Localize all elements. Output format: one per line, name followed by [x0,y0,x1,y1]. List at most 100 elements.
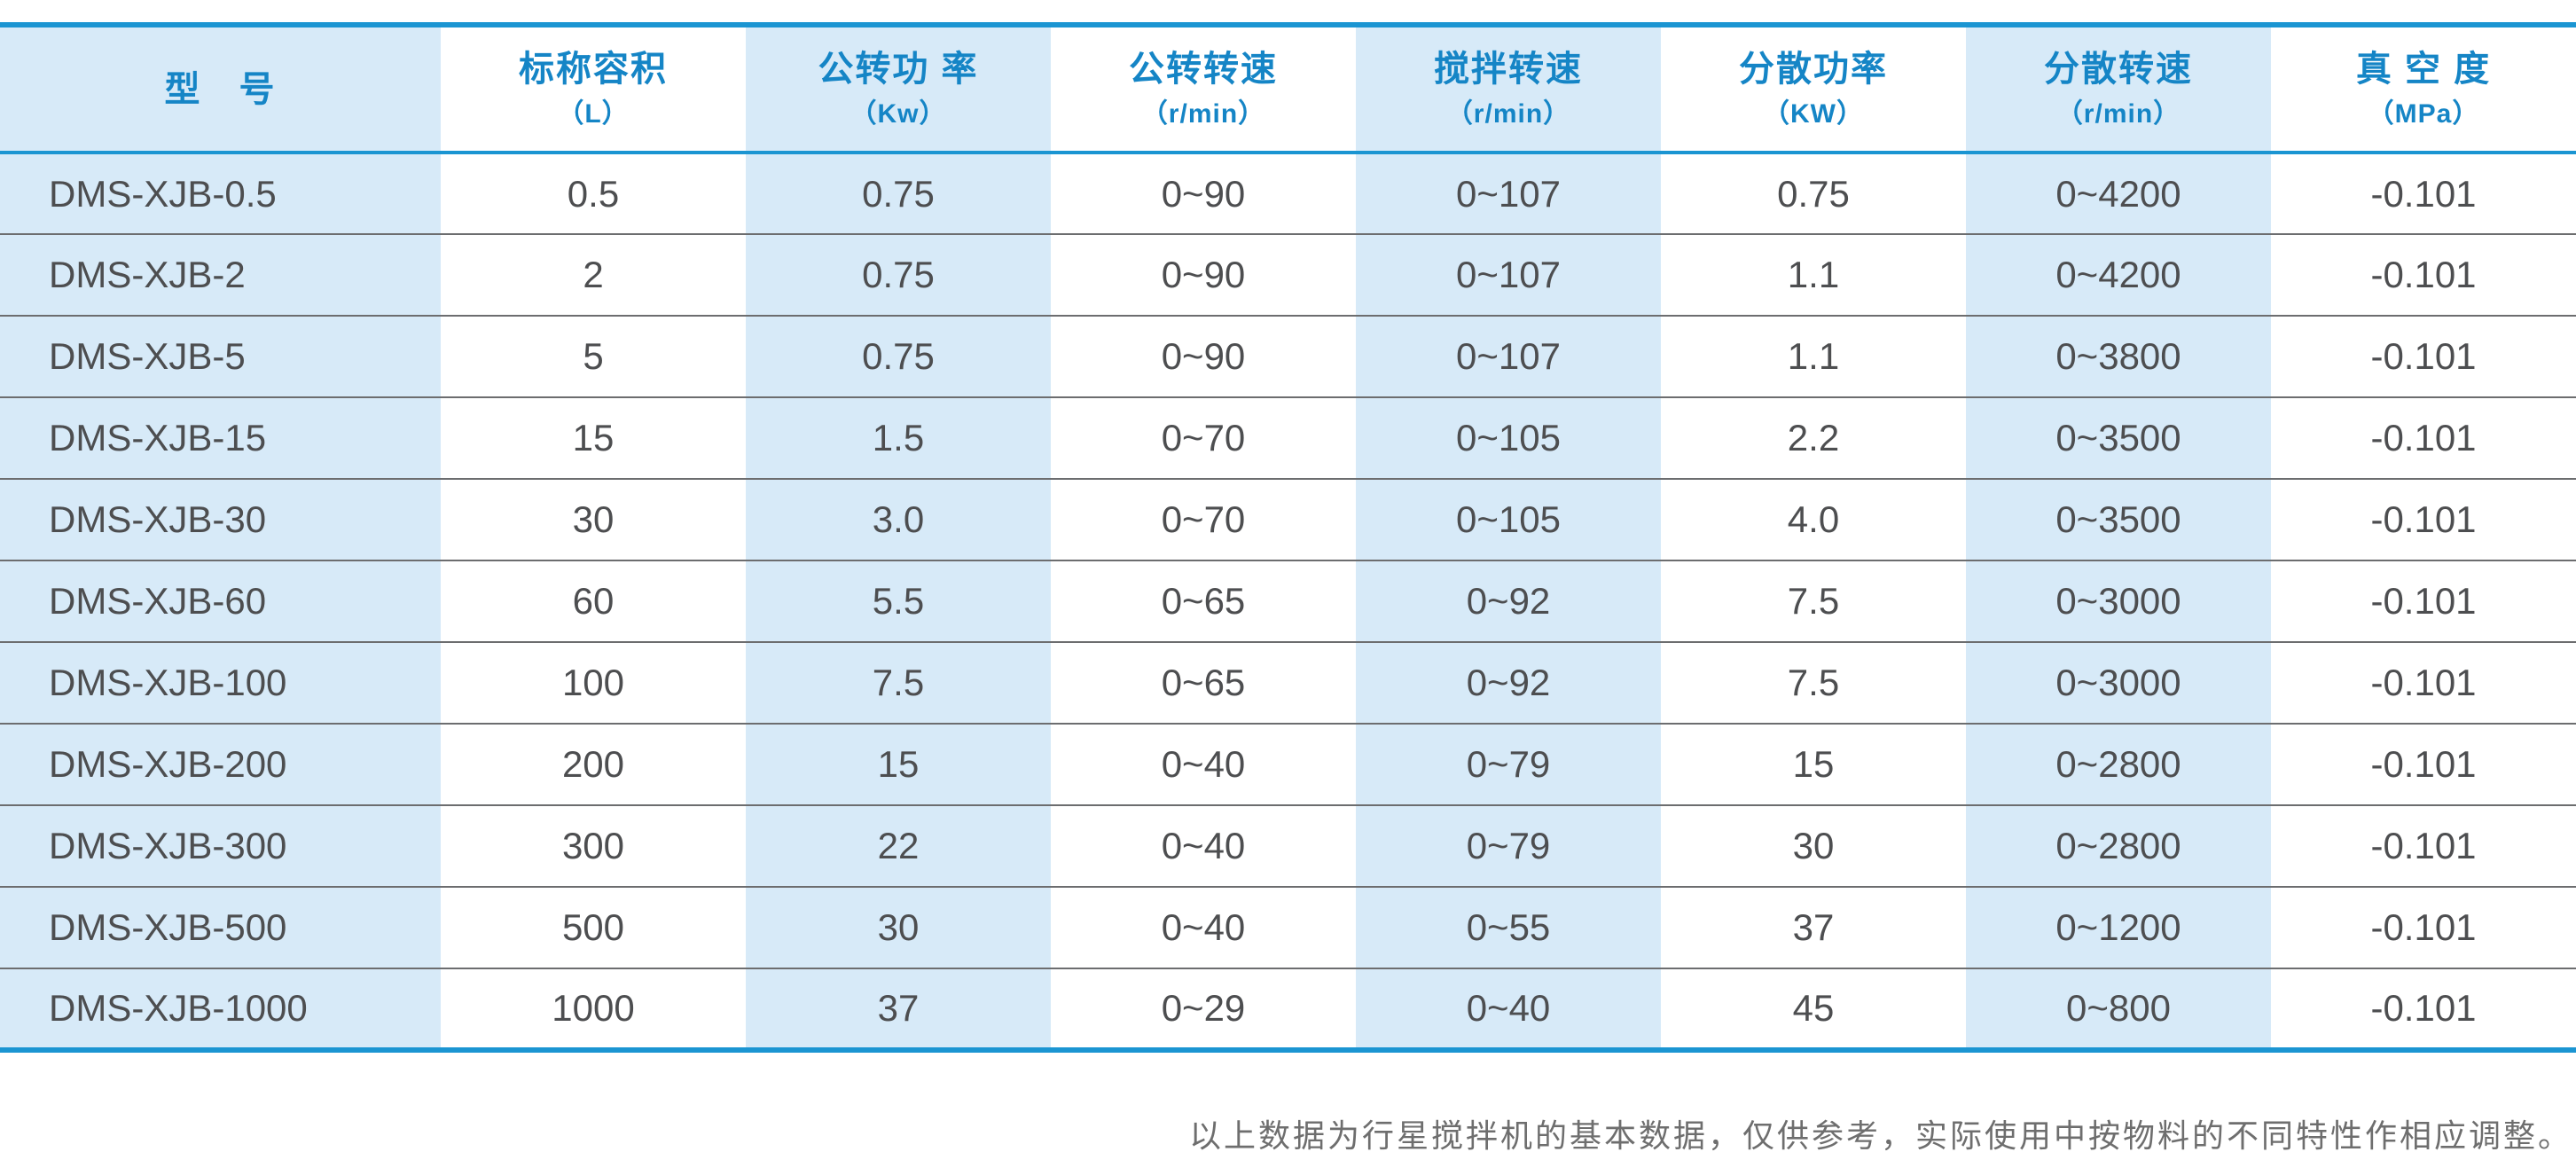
column-unit: （r/min） [2055,98,2181,129]
model-cell: DMS-XJB-2 [0,234,441,317]
value-cell: 30 [1661,805,1966,888]
value-cell: 37 [746,968,1051,1050]
table-row: DMS-XJB-5 5 0.75 0~90 0~107 1.1 0~3800 -0.101 [0,316,2576,398]
value-cell: 0~107 [1356,316,1661,398]
value-cell: -0.101 [2271,397,2576,480]
value-cell: 0~79 [1356,724,1661,806]
table-header: 型 号 标称容积 （L） 公转功 率 （Kw） 公转转速 （r/min） 搅拌转速 （r/min… [0,25,2576,154]
column-header-6: 分散功率 （KW） [1661,25,1966,154]
column-header-1: 型 号 [0,25,441,154]
value-cell: -0.101 [2271,805,2576,888]
value-cell: 0~40 [1356,968,1661,1050]
value-cell: 7.5 [1661,560,1966,643]
value-cell: 45 [1661,968,1966,1050]
model-cell: DMS-XJB-5 [0,316,441,398]
column-label: 型 号 [164,69,277,109]
table-row: DMS-XJB-30 30 3.0 0~70 0~105 4.0 0~3500 -0.101 [0,479,2576,561]
value-cell: 0~40 [1051,887,1356,969]
value-cell: 0~65 [1051,642,1356,725]
value-cell: 1.5 [746,397,1051,480]
table-row: DMS-XJB-0.5 0.5 0.75 0~90 0~107 0.75 0~4200 -0.… [0,153,2576,235]
value-cell: 0~1200 [1966,887,2271,969]
value-cell: 0.5 [441,153,746,235]
value-cell: 30 [441,479,746,561]
column-unit: （r/min） [1445,98,1571,129]
model-cell: DMS-XJB-500 [0,887,441,969]
footnote: 以上数据为行星搅拌机的基本数据，仅供参考，实际使用中按物料的不同特性作相应调整。 [1188,1118,2572,1152]
value-cell: -0.101 [2271,234,2576,317]
value-cell: 22 [746,805,1051,888]
value-cell: 1.1 [1661,234,1966,317]
column-header-2: 标称容积 （L） [441,25,746,154]
value-cell: 500 [441,887,746,969]
column-unit: （MPa） [2367,98,2480,129]
value-cell: 0~3500 [1966,479,2271,561]
header-row: 型 号 标称容积 （L） 公转功 率 （Kw） 公转转速 （r/min） 搅拌转速 （r/min… [0,25,2576,154]
value-cell: -0.101 [2271,560,2576,643]
model-cell: DMS-XJB-60 [0,560,441,643]
value-cell: 0~800 [1966,968,2271,1050]
value-cell: 0~3800 [1966,316,2271,398]
value-cell: 0~3000 [1966,560,2271,643]
column-label: 公转功 率 [818,49,979,89]
value-cell: 300 [441,805,746,888]
model-cell: DMS-XJB-15 [0,397,441,480]
value-cell: -0.101 [2271,642,2576,725]
value-cell: 60 [441,560,746,643]
value-cell: 15 [441,397,746,480]
value-cell: -0.101 [2271,479,2576,561]
value-cell: -0.101 [2271,968,2576,1050]
column-label: 公转转速 [1129,49,1278,89]
value-cell: 15 [746,724,1051,806]
value-cell: 37 [1661,887,1966,969]
value-cell: 15 [1661,724,1966,806]
value-cell: 100 [441,642,746,725]
value-cell: 0~70 [1051,397,1356,480]
value-cell: 0~55 [1356,887,1661,969]
model-cell: DMS-XJB-300 [0,805,441,888]
model-cell: DMS-XJB-30 [0,479,441,561]
value-cell: 0~2800 [1966,724,2271,806]
value-cell: 5 [441,316,746,398]
value-cell: 3.0 [746,479,1051,561]
spec-table: 型 号 标称容积 （L） 公转功 率 （Kw） 公转转速 （r/min） 搅拌转速 （r/min… [0,22,2576,1053]
model-cell: DMS-XJB-0.5 [0,153,441,235]
value-cell: 0.75 [1661,153,1966,235]
value-cell: 0~105 [1356,479,1661,561]
value-cell: 200 [441,724,746,806]
value-cell: 7.5 [1661,642,1966,725]
value-cell: 0~79 [1356,805,1661,888]
column-unit: （L） [557,98,630,129]
value-cell: 0.75 [746,316,1051,398]
value-cell: 0~92 [1356,642,1661,725]
value-cell: 0~65 [1051,560,1356,643]
table-row: DMS-XJB-15 15 1.5 0~70 0~105 2.2 0~3500 -0.101 [0,397,2576,480]
value-cell: -0.101 [2271,316,2576,398]
value-cell: 0~90 [1051,316,1356,398]
value-cell: 2 [441,234,746,317]
value-cell: 0.75 [746,153,1051,235]
value-cell: 0~40 [1051,724,1356,806]
value-cell: 4.0 [1661,479,1966,561]
column-unit: （Kw） [850,98,947,129]
model-cell: DMS-XJB-1000 [0,968,441,1050]
column-label: 分散转速 [2044,49,2193,89]
column-header-3: 公转功 率 （Kw） [746,25,1051,154]
table-row: DMS-XJB-300 300 22 0~40 0~79 30 0~2800 -0.101 [0,805,2576,888]
value-cell: 0~105 [1356,397,1661,480]
value-cell: -0.101 [2271,153,2576,235]
value-cell: 1000 [441,968,746,1050]
table-row: DMS-XJB-2 2 0.75 0~90 0~107 1.1 0~4200 -0.101 [0,234,2576,317]
table-row: DMS-XJB-100 100 7.5 0~65 0~92 7.5 0~3000 -0.101 [0,642,2576,725]
value-cell: 0.75 [746,234,1051,317]
column-header-7: 分散转速 （r/min） [1966,25,2271,154]
table-row: DMS-XJB-500 500 30 0~40 0~55 37 0~1200 -0.101 [0,887,2576,969]
value-cell: 0~3500 [1966,397,2271,480]
value-cell: 0~40 [1051,805,1356,888]
value-cell: 7.5 [746,642,1051,725]
column-header-5: 搅拌转速 （r/min） [1356,25,1661,154]
table-row: DMS-XJB-60 60 5.5 0~65 0~92 7.5 0~3000 -0.101 [0,560,2576,643]
value-cell: -0.101 [2271,887,2576,969]
value-cell: 0~107 [1356,153,1661,235]
